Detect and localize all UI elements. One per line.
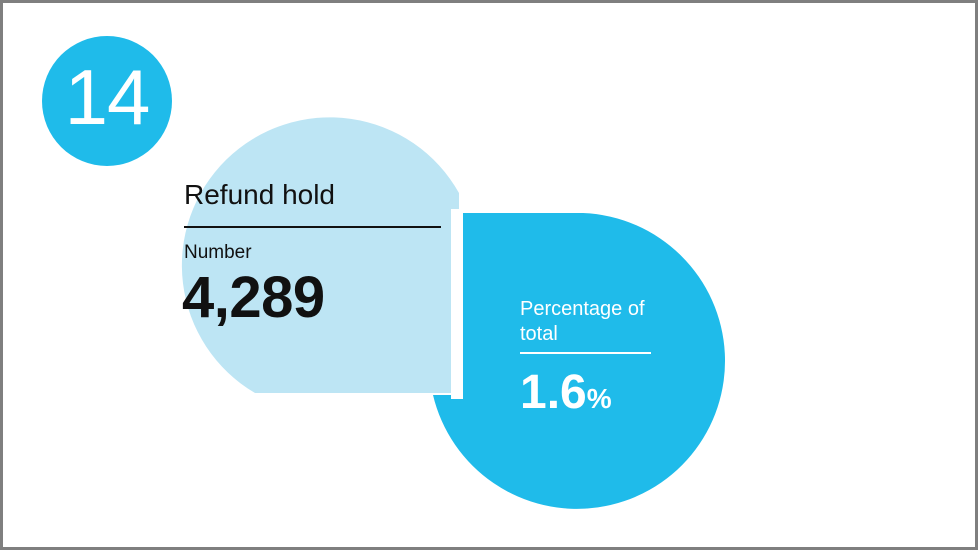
percentage-teardrop-shape [433,213,726,509]
percentage-value-wrapper: 1.6% [520,365,612,427]
percentage-unit: % [586,383,612,414]
percentage-label: Percentage of total [520,298,645,345]
refund-hold-teardrop-shape [181,117,460,393]
badge-number: 14 [64,53,151,141]
shape-separator [451,209,463,399]
infographic-shapes [37,31,726,509]
number-label: Number [184,242,252,263]
refund-hold-title: Refund hold [184,179,336,210]
number-value: 4,289 [182,265,325,330]
percentage-value: 1.6 [520,366,587,419]
badge-circle [42,36,172,166]
